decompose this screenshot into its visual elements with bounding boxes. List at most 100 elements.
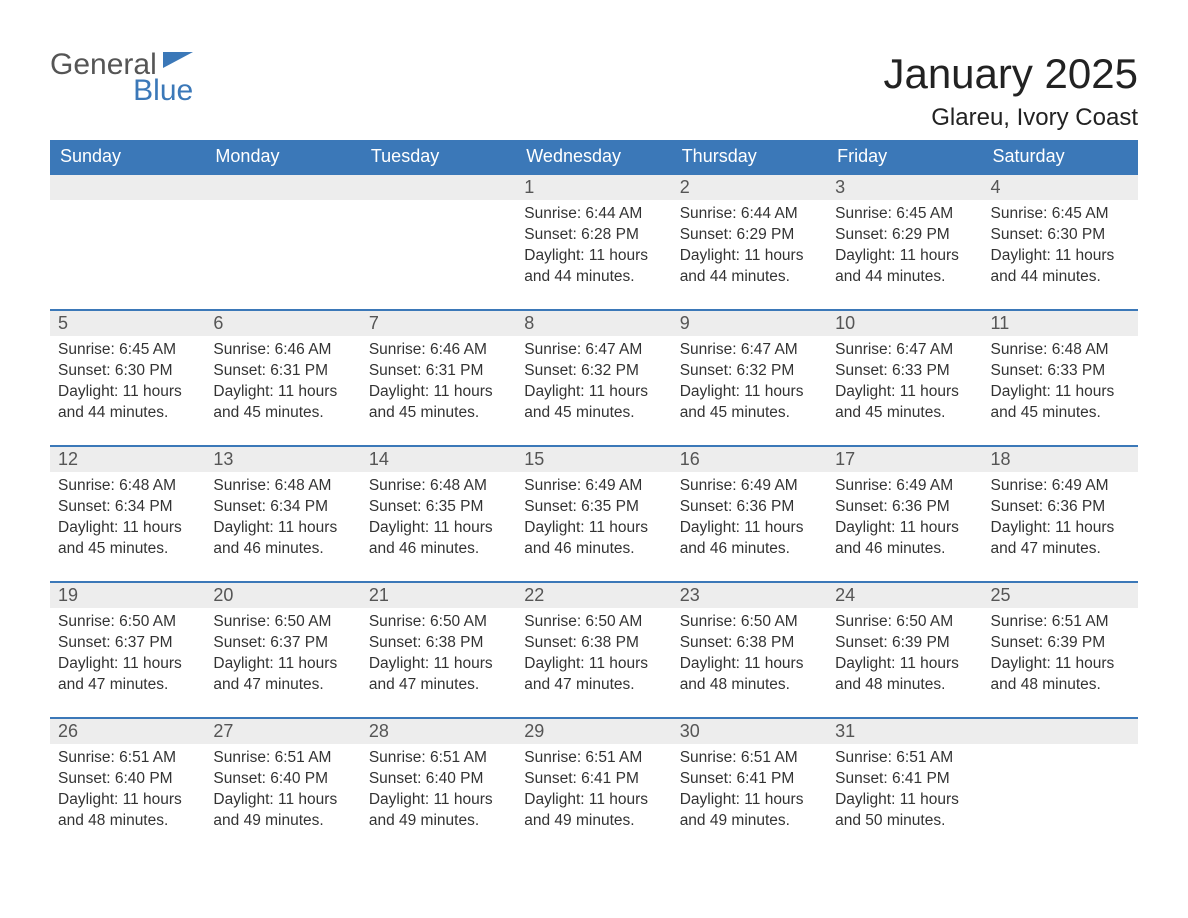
daynum-row: 1234 bbox=[50, 174, 1138, 200]
day-number: 16 bbox=[680, 449, 700, 469]
day-number: 11 bbox=[991, 313, 1010, 333]
day-body-cell: Sunrise: 6:44 AMSunset: 6:29 PMDaylight:… bbox=[672, 200, 827, 310]
day-body-cell: Sunrise: 6:49 AMSunset: 6:36 PMDaylight:… bbox=[672, 472, 827, 582]
day-number-cell: 3 bbox=[827, 174, 982, 200]
sunset-line: Sunset: 6:40 PM bbox=[369, 769, 508, 790]
day-number-cell: 22 bbox=[516, 582, 671, 608]
day-number-cell: 13 bbox=[205, 446, 360, 472]
logo-text-block: General Blue bbox=[50, 50, 193, 106]
weekday-header: Monday bbox=[205, 140, 360, 174]
day-number: 15 bbox=[524, 449, 544, 469]
day-number: 6 bbox=[213, 313, 223, 333]
sunrise-line: Sunrise: 6:45 AM bbox=[58, 340, 197, 361]
day-number-cell: 2 bbox=[672, 174, 827, 200]
sunset-line: Sunset: 6:34 PM bbox=[213, 497, 352, 518]
day-body-cell: Sunrise: 6:50 AMSunset: 6:38 PMDaylight:… bbox=[361, 608, 516, 718]
day-body-cell: Sunrise: 6:48 AMSunset: 6:34 PMDaylight:… bbox=[50, 472, 205, 582]
flag-icon bbox=[163, 52, 193, 72]
day-body-cell: Sunrise: 6:47 AMSunset: 6:32 PMDaylight:… bbox=[516, 336, 671, 446]
daylight-line: Daylight: 11 hours and 45 minutes. bbox=[213, 382, 352, 424]
daylight-line: Daylight: 11 hours and 47 minutes. bbox=[369, 654, 508, 696]
calendar-page: General Blue January 2025 Glareu, Ivory … bbox=[0, 0, 1188, 884]
sunrise-line: Sunrise: 6:50 AM bbox=[369, 612, 508, 633]
day-number: 10 bbox=[835, 313, 855, 333]
sunrise-line: Sunrise: 6:49 AM bbox=[680, 476, 819, 497]
day-number: 13 bbox=[213, 449, 233, 469]
sunset-line: Sunset: 6:38 PM bbox=[680, 633, 819, 654]
sunset-line: Sunset: 6:32 PM bbox=[524, 361, 663, 382]
sunrise-line: Sunrise: 6:45 AM bbox=[991, 204, 1130, 225]
daylight-line: Daylight: 11 hours and 45 minutes. bbox=[369, 382, 508, 424]
daylight-line: Daylight: 11 hours and 47 minutes. bbox=[524, 654, 663, 696]
day-body-row: Sunrise: 6:51 AMSunset: 6:40 PMDaylight:… bbox=[50, 744, 1138, 854]
sunset-line: Sunset: 6:38 PM bbox=[369, 633, 508, 654]
daylight-line: Daylight: 11 hours and 48 minutes. bbox=[835, 654, 974, 696]
sunset-line: Sunset: 6:33 PM bbox=[991, 361, 1130, 382]
daylight-line: Daylight: 11 hours and 49 minutes. bbox=[213, 790, 352, 832]
sunset-line: Sunset: 6:31 PM bbox=[213, 361, 352, 382]
daylight-line: Daylight: 11 hours and 47 minutes. bbox=[213, 654, 352, 696]
day-body-cell: Sunrise: 6:46 AMSunset: 6:31 PMDaylight:… bbox=[205, 336, 360, 446]
sunrise-line: Sunrise: 6:48 AM bbox=[58, 476, 197, 497]
daylight-line: Daylight: 11 hours and 50 minutes. bbox=[835, 790, 974, 832]
day-body-cell: Sunrise: 6:46 AMSunset: 6:31 PMDaylight:… bbox=[361, 336, 516, 446]
day-number: 4 bbox=[991, 177, 1001, 197]
weekday-header: Tuesday bbox=[361, 140, 516, 174]
day-number-cell: 31 bbox=[827, 718, 982, 744]
day-number-cell: 7 bbox=[361, 310, 516, 336]
daylight-line: Daylight: 11 hours and 45 minutes. bbox=[524, 382, 663, 424]
day-body-cell: Sunrise: 6:44 AMSunset: 6:28 PMDaylight:… bbox=[516, 200, 671, 310]
sunrise-line: Sunrise: 6:47 AM bbox=[680, 340, 819, 361]
sunset-line: Sunset: 6:33 PM bbox=[835, 361, 974, 382]
sunset-line: Sunset: 6:32 PM bbox=[680, 361, 819, 382]
daylight-line: Daylight: 11 hours and 45 minutes. bbox=[680, 382, 819, 424]
day-number: 26 bbox=[58, 721, 78, 741]
day-number: 21 bbox=[369, 585, 389, 605]
daynum-row: 567891011 bbox=[50, 310, 1138, 336]
daylight-line: Daylight: 11 hours and 48 minutes. bbox=[991, 654, 1130, 696]
sunrise-line: Sunrise: 6:50 AM bbox=[213, 612, 352, 633]
sunset-line: Sunset: 6:30 PM bbox=[58, 361, 197, 382]
page-header: General Blue January 2025 Glareu, Ivory … bbox=[50, 50, 1138, 132]
sunset-line: Sunset: 6:36 PM bbox=[680, 497, 819, 518]
day-number: 25 bbox=[991, 585, 1011, 605]
daylight-line: Daylight: 11 hours and 49 minutes. bbox=[524, 790, 663, 832]
day-number: 28 bbox=[369, 721, 389, 741]
daylight-line: Daylight: 11 hours and 44 minutes. bbox=[991, 246, 1130, 288]
day-number-cell: 15 bbox=[516, 446, 671, 472]
sunset-line: Sunset: 6:39 PM bbox=[991, 633, 1130, 654]
brand-logo: General Blue bbox=[50, 50, 193, 106]
day-number: 5 bbox=[58, 313, 68, 333]
daylight-line: Daylight: 11 hours and 45 minutes. bbox=[991, 382, 1130, 424]
day-number-cell: 27 bbox=[205, 718, 360, 744]
sunset-line: Sunset: 6:39 PM bbox=[835, 633, 974, 654]
sunset-line: Sunset: 6:34 PM bbox=[58, 497, 197, 518]
sunset-line: Sunset: 6:37 PM bbox=[58, 633, 197, 654]
day-number-cell: 29 bbox=[516, 718, 671, 744]
day-body-cell: Sunrise: 6:45 AMSunset: 6:30 PMDaylight:… bbox=[50, 336, 205, 446]
calendar-table: Sunday Monday Tuesday Wednesday Thursday… bbox=[50, 140, 1138, 854]
sunset-line: Sunset: 6:36 PM bbox=[991, 497, 1130, 518]
day-body-cell: Sunrise: 6:50 AMSunset: 6:38 PMDaylight:… bbox=[516, 608, 671, 718]
day-number-cell: 30 bbox=[672, 718, 827, 744]
sunrise-line: Sunrise: 6:49 AM bbox=[524, 476, 663, 497]
day-body-cell: Sunrise: 6:47 AMSunset: 6:33 PMDaylight:… bbox=[827, 336, 982, 446]
day-number: 19 bbox=[58, 585, 78, 605]
weekday-header: Wednesday bbox=[516, 140, 671, 174]
sunrise-line: Sunrise: 6:48 AM bbox=[369, 476, 508, 497]
sunset-line: Sunset: 6:41 PM bbox=[680, 769, 819, 790]
sunrise-line: Sunrise: 6:47 AM bbox=[835, 340, 974, 361]
day-body-cell: Sunrise: 6:50 AMSunset: 6:37 PMDaylight:… bbox=[205, 608, 360, 718]
day-body-cell: Sunrise: 6:51 AMSunset: 6:40 PMDaylight:… bbox=[205, 744, 360, 854]
sunset-line: Sunset: 6:29 PM bbox=[835, 225, 974, 246]
day-body-row: Sunrise: 6:50 AM Sunset: 6:37 PM Daylight:… bbox=[50, 608, 1138, 718]
day-number: 9 bbox=[680, 313, 690, 333]
daylight-line: Daylight: 11 hours and 46 minutes. bbox=[835, 518, 974, 560]
day-body-cell: Sunrise: 6:51 AMSunset: 6:41 PMDaylight:… bbox=[516, 744, 671, 854]
weekday-row: Sunday Monday Tuesday Wednesday Thursday… bbox=[50, 140, 1138, 174]
day-number: 12 bbox=[58, 449, 78, 469]
day-number: 23 bbox=[680, 585, 700, 605]
weekday-header: Friday bbox=[827, 140, 982, 174]
day-number-cell: 9 bbox=[672, 310, 827, 336]
daylight-line: Daylight: 11 hours and 44 minutes. bbox=[680, 246, 819, 288]
